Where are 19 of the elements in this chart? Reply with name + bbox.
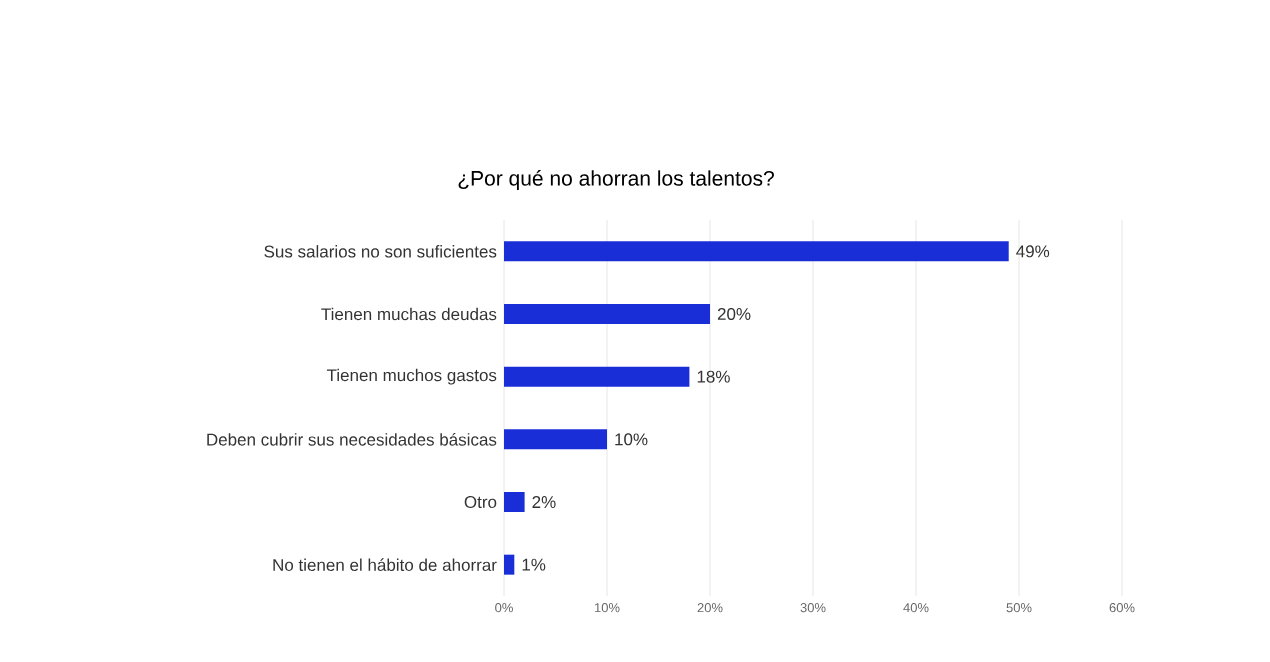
bar xyxy=(504,241,1009,262)
bar xyxy=(504,492,525,513)
data-label: 10% xyxy=(615,433,648,446)
y-tick-label: Sus salarios no son suficientes xyxy=(264,245,497,258)
bar xyxy=(504,429,608,450)
data-label: 2% xyxy=(532,496,556,508)
bar xyxy=(504,304,711,325)
data-label: 20% xyxy=(717,307,751,321)
bar xyxy=(504,554,515,575)
y-tick-label: Deben cubrir sus necesidades básicas xyxy=(207,432,497,446)
y-tick-label: No tienen el hábito de ahorrar xyxy=(273,558,497,571)
bar xyxy=(504,366,690,387)
data-label: 1% xyxy=(522,558,546,571)
y-tick-label: Tienen muchos gastos xyxy=(326,368,497,385)
data-label: 49% xyxy=(1016,245,1050,258)
chart-title: ¿Por qué no ahorran los talentos? xyxy=(458,170,774,190)
y-tick-label: Tienen muchas deudas xyxy=(321,307,497,321)
data-label: 18% xyxy=(697,370,730,383)
y-tick-label: Otro xyxy=(464,495,497,509)
